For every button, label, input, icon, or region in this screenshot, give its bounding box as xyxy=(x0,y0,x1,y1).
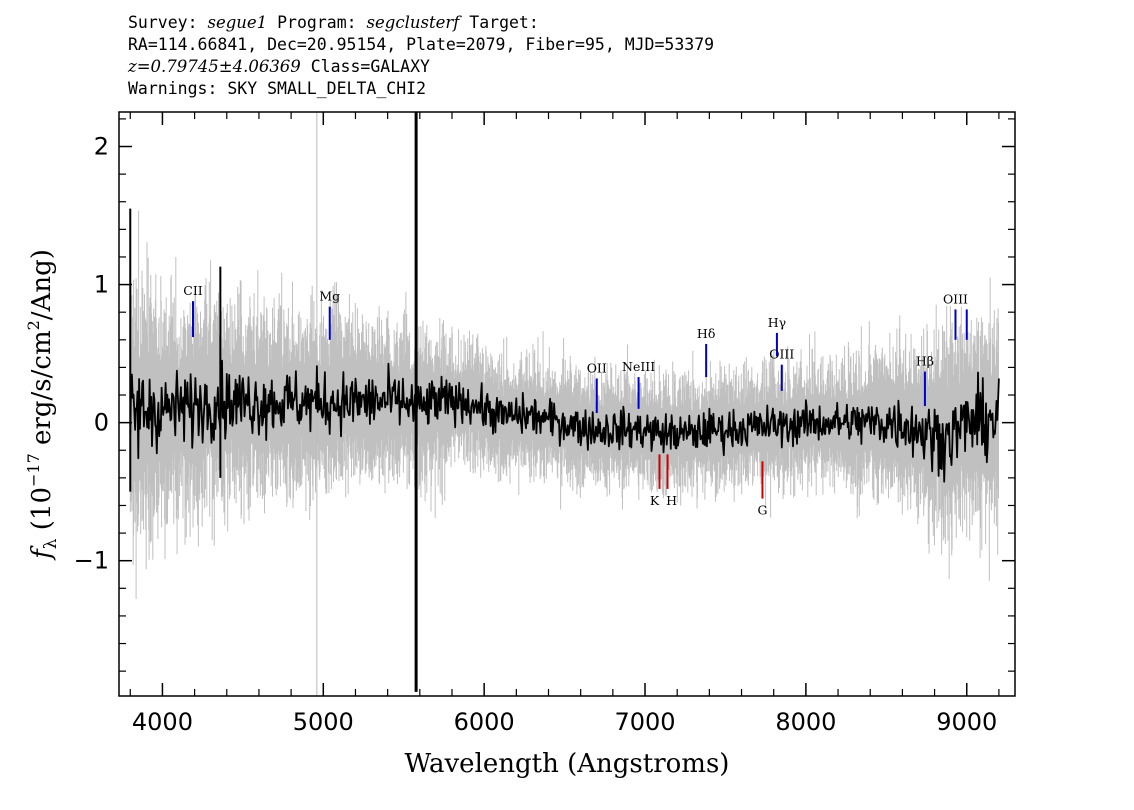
emission-line-label: NeIII xyxy=(622,359,655,374)
x-tick-label: 7000 xyxy=(614,708,675,736)
header-line-coordinates: RA=114.66841, Dec=20.95154, Plate=2079, … xyxy=(128,35,715,54)
emission-line-label: Mg xyxy=(319,289,340,304)
y-tick-label: 1 xyxy=(94,271,109,299)
class-value: Class=GALAXY xyxy=(310,57,430,76)
x-tick-label: 9000 xyxy=(936,708,997,736)
emission-line-label: OII xyxy=(587,360,607,375)
absorption-line-label: H xyxy=(666,493,677,508)
line-markers-layer: CII Mg OII NeIII Hδ Hγ OIII Hβ OIII K H G xyxy=(183,283,968,517)
program-name: segclusterf xyxy=(366,13,460,32)
emission-line-label: OIII xyxy=(769,347,794,362)
y-tick-label: 0 xyxy=(94,409,109,437)
plot-frame xyxy=(118,111,1016,697)
survey-name: segue1 xyxy=(207,13,268,32)
redshift-value: z=0.79745±4.06369 xyxy=(128,57,301,76)
emission-line-label: Hδ xyxy=(697,326,715,341)
emission-line-label: Hβ xyxy=(916,354,934,369)
y-tick-label: 2 xyxy=(94,133,109,161)
target-label: Target: xyxy=(469,13,539,32)
header-line-survey: Survey: segue1 Program: segclusterf Targ… xyxy=(128,12,714,34)
y-axis-title: fλ (10−17 erg/s/cm2/Ang) xyxy=(24,249,61,561)
absorption-line-label: K xyxy=(650,493,660,508)
flux-line xyxy=(129,359,1000,483)
spectrum-header: Survey: segue1 Program: segclusterf Targ… xyxy=(128,12,714,100)
ticks-layer: 4000 5000 6000 7000 8000 9000 −1 0 1 2 xyxy=(74,112,1015,736)
emission-line-label: Hγ xyxy=(768,315,786,330)
emission-line-label: OIII xyxy=(943,291,968,306)
x-tick-label: 4000 xyxy=(132,708,193,736)
header-line-redshift: z=0.79745±4.06369 Class=GALAXY xyxy=(128,56,714,78)
x-tick-label: 6000 xyxy=(454,708,515,736)
x-axis-title: Wavelength (Angstroms) xyxy=(405,749,730,779)
header-line-warnings: Warnings: SKY SMALL_DELTA_CHI2 xyxy=(128,79,427,98)
x-tick-label: 5000 xyxy=(293,708,354,736)
survey-label: Survey: xyxy=(128,13,198,32)
x-tick-label: 8000 xyxy=(775,708,836,736)
absorption-line-label: G xyxy=(757,503,767,518)
y-tick-label: −1 xyxy=(74,547,109,575)
emission-line-label: CII xyxy=(183,283,203,298)
flux-layer xyxy=(129,112,1000,692)
program-label: Program: xyxy=(277,13,357,32)
